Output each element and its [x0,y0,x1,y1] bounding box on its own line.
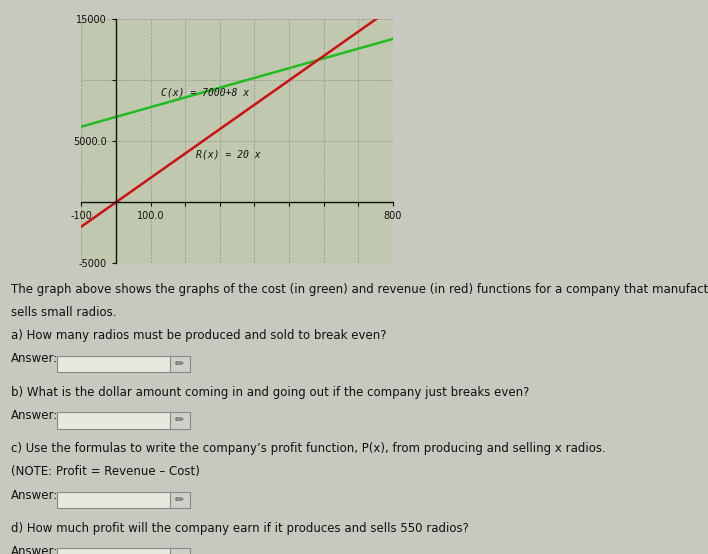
Text: ✏: ✏ [175,416,185,425]
Text: ✏: ✏ [175,495,185,505]
Text: ✏: ✏ [175,552,185,554]
Text: C(x) = 7000+8 x: C(x) = 7000+8 x [161,88,249,98]
Text: d) How much profit will the company earn if it produces and sells 550 radios?: d) How much profit will the company earn… [11,522,469,535]
Text: Answer:: Answer: [11,352,58,365]
Text: c) Use the formulas to write the company’s profit function, P(x), from producing: c) Use the formulas to write the company… [11,442,605,455]
Text: Answer:: Answer: [11,489,58,501]
Text: The graph above shows the graphs of the cost (in green) and revenue (in red) fun: The graph above shows the graphs of the … [11,283,708,295]
Text: ✏: ✏ [175,359,185,369]
Text: R(x) = 20 x: R(x) = 20 x [195,149,261,159]
Text: (NOTE: Profit = Revenue – Cost): (NOTE: Profit = Revenue – Cost) [11,465,200,478]
Text: a) How many radios must be produced and sold to break even?: a) How many radios must be produced and … [11,329,386,342]
Text: Answer:: Answer: [11,545,58,554]
Text: Answer:: Answer: [11,409,58,422]
Text: sells small radios.: sells small radios. [11,306,116,319]
Text: b) What is the dollar amount coming in and going out if the company just breaks : b) What is the dollar amount coming in a… [11,386,529,398]
